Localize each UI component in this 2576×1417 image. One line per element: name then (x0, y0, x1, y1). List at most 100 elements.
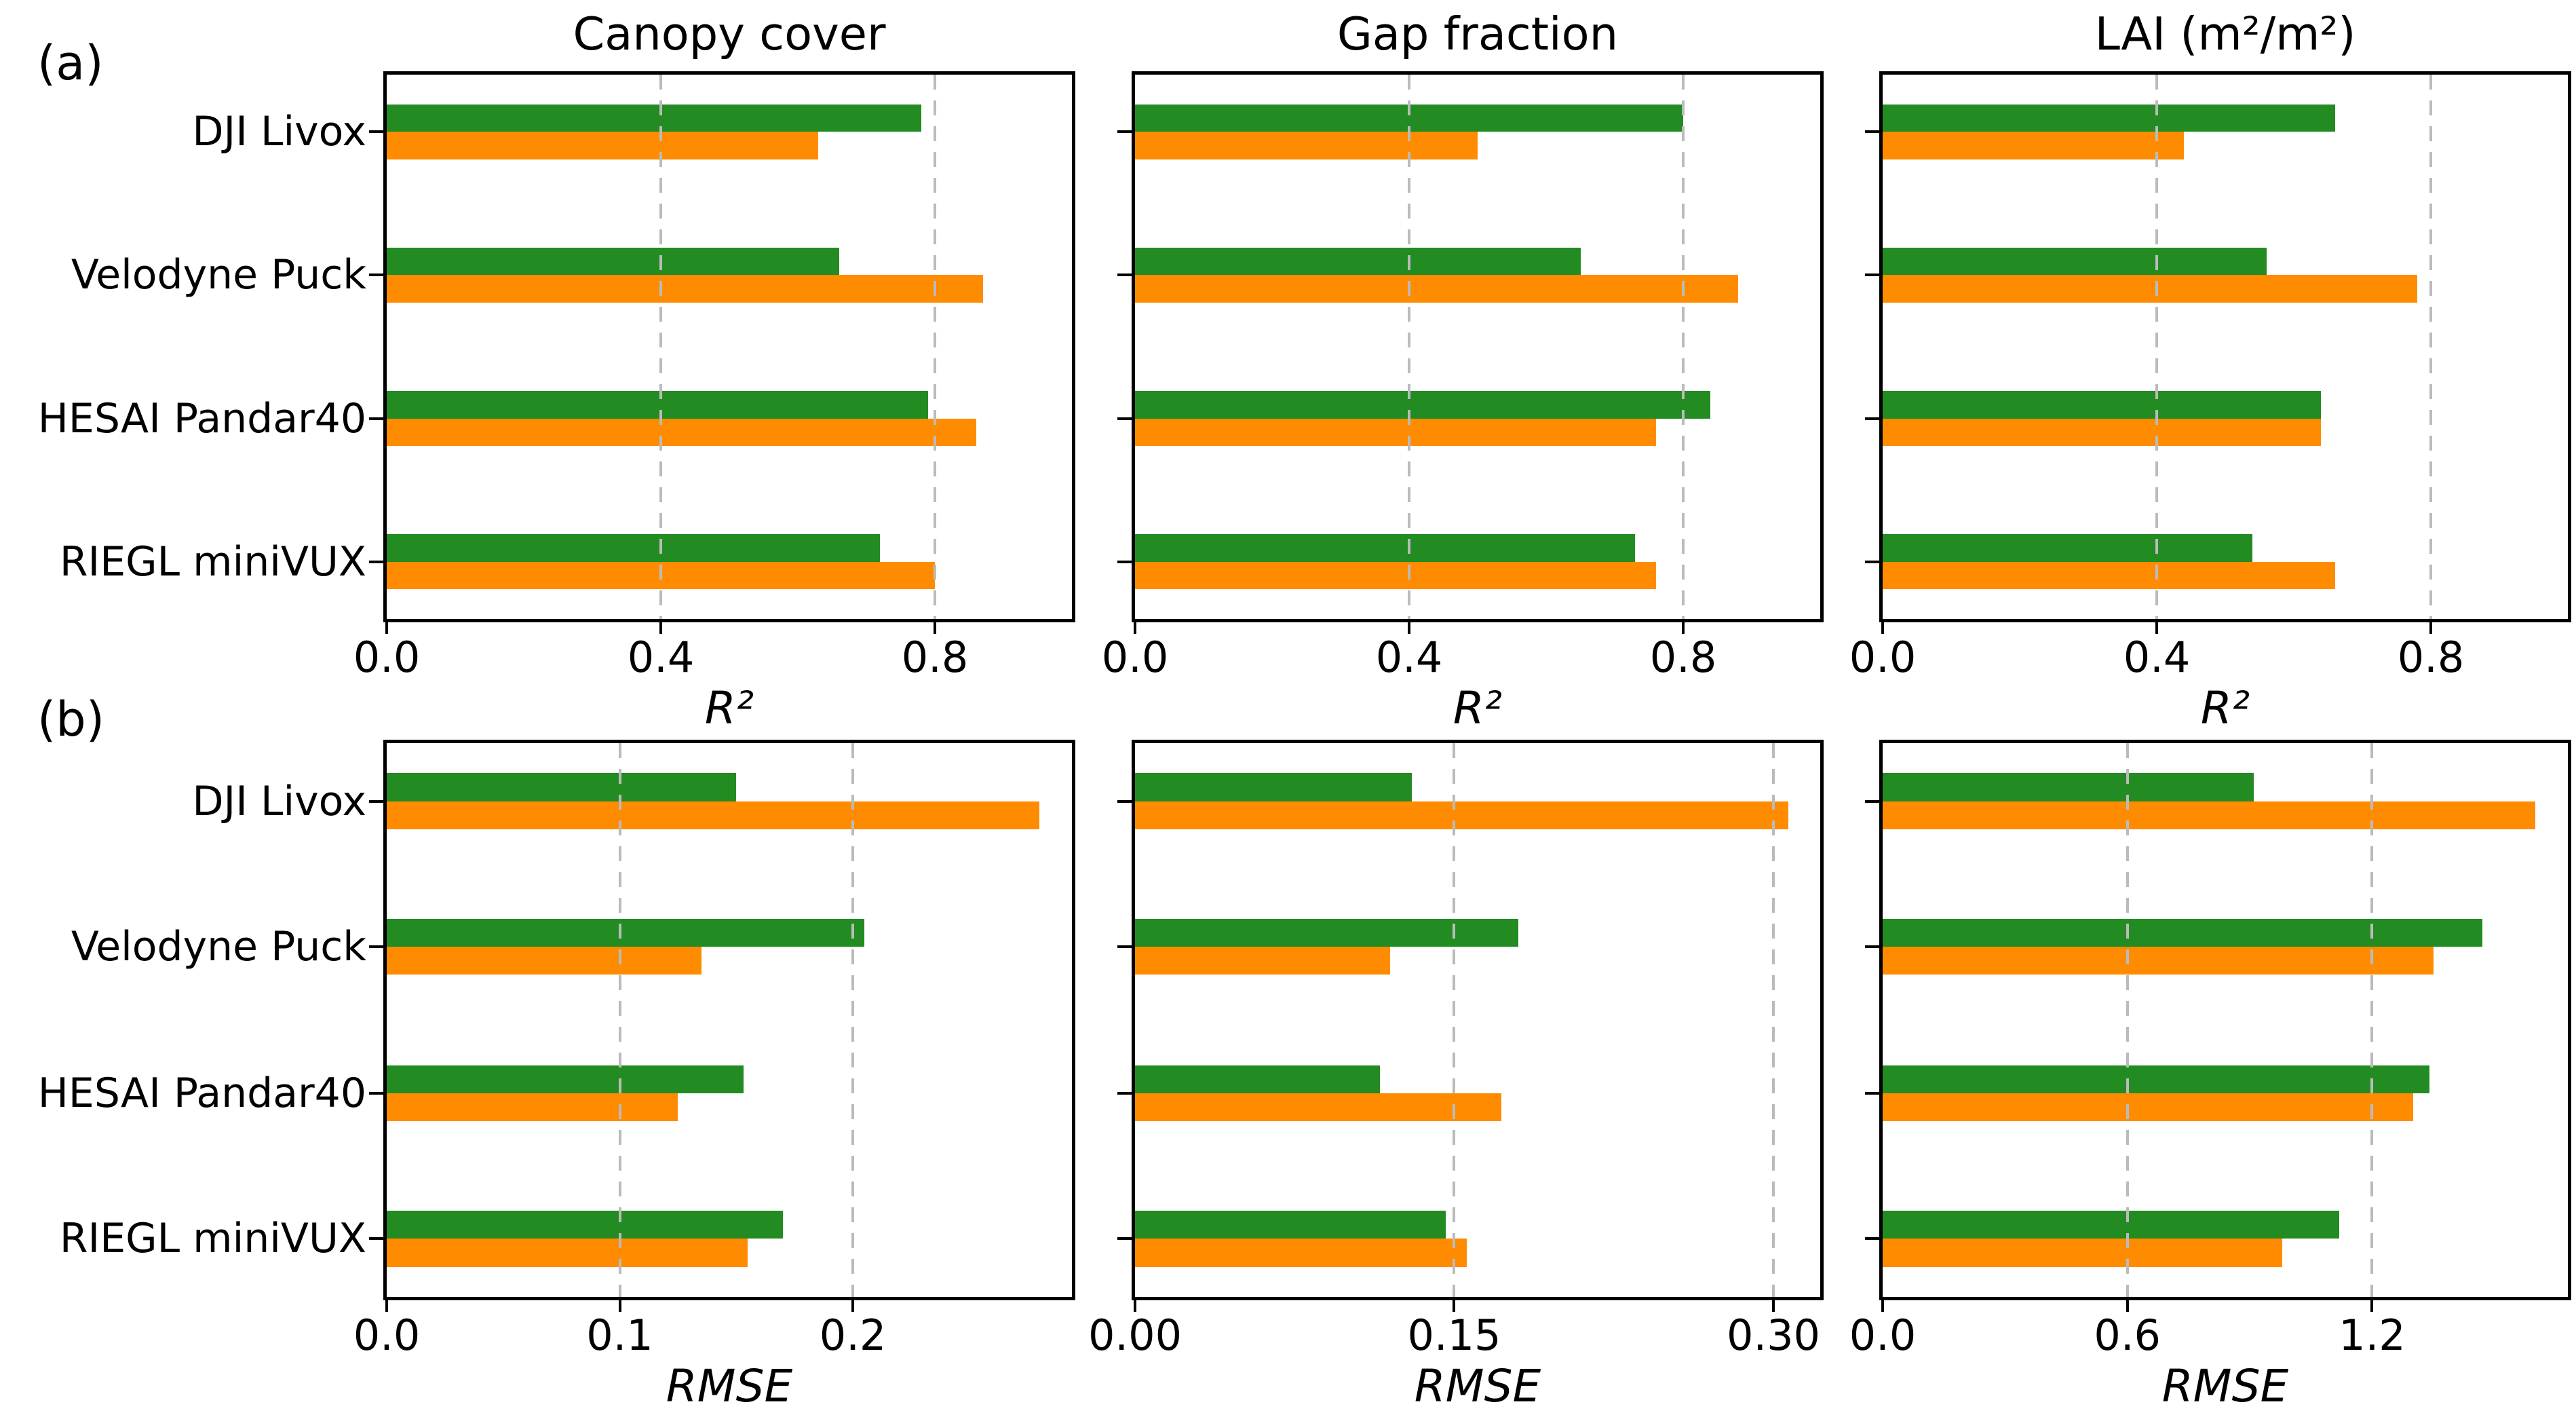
ytick-label-riegl-minivux-b: RIEGL miniVUX (59, 1215, 366, 1262)
x-tick-label: 0.8 (2397, 632, 2465, 682)
panel-title: LAI (m²/m²) (2094, 7, 2356, 61)
bar-orange-hesai-pandar40 (387, 418, 976, 447)
bar-orange-dji-livox (387, 132, 819, 159)
panel-letter-a: (a) (37, 35, 104, 91)
bar-green-riegl-minivux (1135, 1211, 1446, 1239)
bar-green-hesai-pandar40 (1135, 1065, 1380, 1093)
bar-orange-hesai-pandar40 (1883, 418, 2322, 447)
x-tick-label: 0.4 (1375, 632, 1443, 682)
gridline (2155, 75, 2158, 619)
bar-green-hesai-pandar40 (387, 391, 928, 419)
bar-green-dji-livox (387, 773, 737, 801)
y-tick-mark (369, 130, 387, 134)
bar-green-velodyne-puck (1883, 247, 2267, 276)
x-tick-label: 0.8 (1649, 632, 1717, 682)
bar-green-hesai-pandar40 (387, 1065, 744, 1093)
y-tick-mark (1117, 799, 1135, 803)
panel-canopy-cover-r2: Canopy cover 0.0 0.4 0.8 R² (353, 10, 1075, 733)
y-tick-mark (1117, 417, 1135, 420)
x-tick-label: 0.4 (627, 632, 695, 682)
bar-green-velodyne-puck (1883, 919, 2482, 947)
bar-orange-hesai-pandar40 (387, 1093, 678, 1121)
x-tick-mark (385, 619, 388, 634)
x-tick-mark (618, 1297, 621, 1312)
x-tick-mark (1408, 619, 1410, 634)
y-tick-mark (1865, 560, 1883, 563)
gridline (2370, 743, 2374, 1297)
y-tick-mark (1117, 945, 1135, 949)
bar-orange-riegl-minivux (1883, 561, 2335, 590)
bar-green-dji-livox (1135, 773, 1412, 801)
x-tick-label: 0.30 (1726, 1310, 1821, 1360)
y-tick-mark (1117, 1237, 1135, 1241)
ytick-label-hesai-pandar40-a: HESAI Pandar40 (37, 395, 366, 442)
bar-green-dji-livox (387, 104, 921, 132)
y-tick-mark (369, 1237, 387, 1241)
x-tick-label: 0.00 (1088, 1310, 1183, 1360)
bar-orange-riegl-minivux (1135, 1239, 1467, 1267)
gridline (1771, 743, 1775, 1297)
x-tick-label: 0.0 (1849, 1310, 1917, 1360)
x-axis-label: R² (704, 682, 754, 734)
x-tick-mark (2126, 1297, 2129, 1312)
bar-orange-dji-livox (1135, 801, 1788, 829)
bar-green-riegl-minivux (1883, 1211, 2340, 1239)
plot-area-gap-fraction-rmse: 0.00 0.15 0.30 (1088, 743, 1820, 1357)
y-tick-mark (1865, 1237, 1883, 1241)
bar-orange-dji-livox (387, 801, 1039, 829)
x-tick-label: 0.8 (901, 632, 969, 682)
panel-title: Gap fraction (1337, 7, 1619, 61)
x-axis-label: RMSE (2161, 1360, 2289, 1412)
bar-green-velodyne-puck (1135, 919, 1518, 947)
bar-green-dji-livox (1883, 773, 2254, 801)
x-tick-label: 0.1 (586, 1310, 653, 1360)
y-tick-mark (369, 799, 387, 803)
x-tick-label: 0.0 (353, 1310, 421, 1360)
bar-orange-riegl-minivux (1883, 1239, 2283, 1267)
x-tick-mark (1134, 1297, 1136, 1312)
bar-orange-dji-livox (1135, 132, 1478, 159)
bar-orange-velodyne-puck (1883, 275, 2417, 303)
bar-orange-velodyne-puck (387, 275, 983, 303)
x-tick-mark (1881, 1297, 1884, 1312)
x-tick-label: 0.4 (2123, 632, 2191, 682)
plot-area-lai-r2: 0.0 0.4 0.8 (1849, 75, 2568, 679)
panel-title: Canopy cover (573, 7, 886, 61)
ytick-label-velodyne-puck-a: Velodyne Puck (71, 251, 366, 299)
gridline (2429, 75, 2432, 619)
x-tick-mark (1771, 1297, 1775, 1312)
bar-orange-velodyne-puck (1883, 947, 2434, 975)
y-tick-mark (1865, 130, 1883, 134)
gridline (1408, 75, 1410, 619)
x-tick-label: 0.0 (1849, 632, 1917, 682)
y-tick-mark (369, 273, 387, 277)
bar-orange-dji-livox (1883, 801, 2535, 829)
x-tick-mark (934, 619, 936, 634)
y-tick-mark (1117, 1091, 1135, 1095)
y-tick-mark (369, 945, 387, 949)
y-tick-mark (1117, 273, 1135, 277)
bar-green-riegl-minivux (387, 1211, 783, 1239)
x-tick-label: 0.6 (2094, 1310, 2161, 1360)
x-axis-label: R² (2200, 682, 2250, 734)
bar-orange-riegl-minivux (1135, 561, 1656, 590)
panel-lai-r2: LAI (m²/m²) 0.0 0.4 0.8 R² (1849, 10, 2571, 733)
x-axis-label: RMSE (666, 1360, 793, 1412)
x-tick-mark (1682, 619, 1685, 634)
gridline (851, 743, 855, 1297)
gridline (934, 75, 936, 619)
ytick-label-velodyne-puck-b: Velodyne Puck (71, 923, 366, 970)
y-tick-mark (369, 417, 387, 420)
bar-orange-velodyne-puck (1135, 275, 1738, 303)
x-axis-label: RMSE (1414, 1360, 1541, 1412)
gridline (618, 743, 621, 1297)
gridline (1453, 743, 1456, 1297)
bar-green-hesai-pandar40 (1135, 391, 1711, 419)
x-tick-mark (659, 619, 662, 634)
x-tick-mark (1453, 1297, 1456, 1312)
y-tick-mark (369, 1091, 387, 1095)
x-tick-mark (385, 1297, 388, 1312)
bar-green-riegl-minivux (387, 534, 881, 562)
bar-orange-hesai-pandar40 (1135, 418, 1656, 447)
